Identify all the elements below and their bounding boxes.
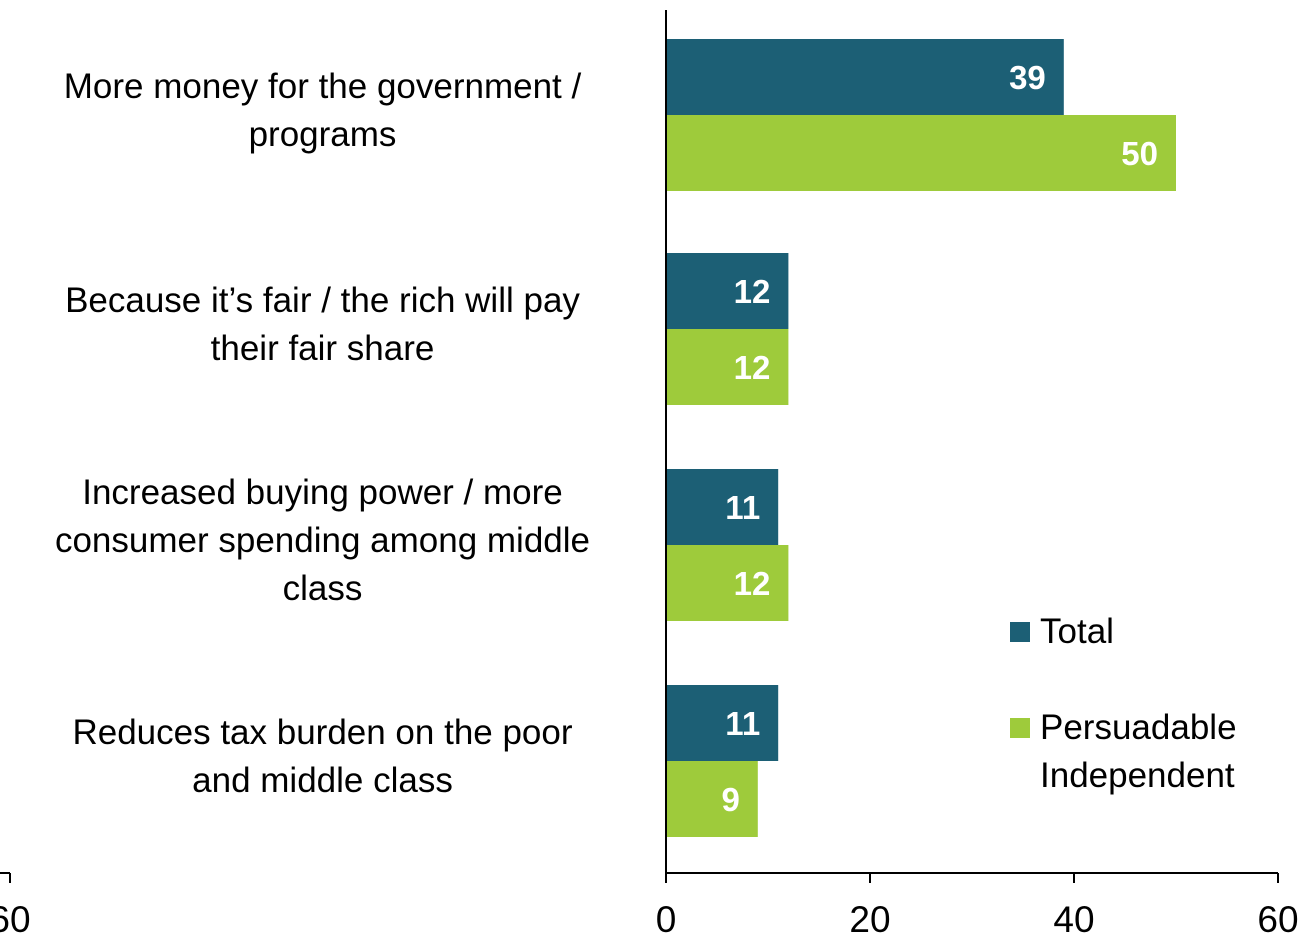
bar [666, 39, 1064, 115]
category-label: Because it’s fair / the rich will pay the… [10, 277, 635, 373]
category-label-line: Reduces tax burden on the poor [72, 713, 573, 752]
clipped-tick-label: 60 [0, 899, 31, 933]
bar-value-label: 12 [734, 273, 771, 310]
bar-value-label: 11 [725, 705, 760, 742]
bar [666, 329, 789, 405]
x-tick-label: 60 [1257, 899, 1298, 933]
legend-label-line: Persuadable [1040, 708, 1237, 747]
category-label-line: consumer spending among middle [54, 521, 591, 560]
category-label-line: their fair share [210, 329, 435, 368]
bar [666, 545, 789, 621]
bar [666, 253, 789, 329]
category-label: Reduces tax burden on the poor and middle… [10, 709, 635, 805]
bar-value-label: 50 [1121, 135, 1158, 172]
category-label-line: programs [248, 115, 397, 154]
legend-swatch [1010, 718, 1030, 738]
x-tick-label: 20 [849, 899, 890, 933]
legend-label: Total [1040, 608, 1114, 656]
category-label-line: Because it’s fair / the rich will pay [65, 281, 580, 320]
category-label-line: class [282, 569, 363, 608]
x-tick-label: 40 [1053, 899, 1094, 933]
legend-label: Persuadable Independent [1040, 704, 1237, 800]
category-label-line: and middle class [192, 761, 453, 800]
bar [666, 685, 779, 761]
bar-value-label: 11 [725, 489, 760, 526]
legend-swatch [1010, 622, 1030, 642]
bar-value-label: 39 [1009, 59, 1046, 96]
category-label-line: Increased buying power / more [82, 473, 563, 512]
bar-value-label: 9 [721, 781, 739, 818]
bar-value-label: 12 [734, 565, 771, 602]
legend-label-line: Independent [1040, 756, 1235, 795]
bar [666, 469, 779, 545]
x-tick-label: 0 [656, 899, 677, 933]
bar-value-label: 12 [734, 349, 771, 386]
category-label: Increased buying power / more consumer sp… [10, 469, 635, 613]
legend-label-line: Total [1040, 612, 1114, 651]
category-label-line: More money for the government / [63, 67, 582, 106]
bar [666, 115, 1176, 191]
category-label: More money for the government / programs [10, 63, 635, 159]
bar [666, 761, 758, 837]
